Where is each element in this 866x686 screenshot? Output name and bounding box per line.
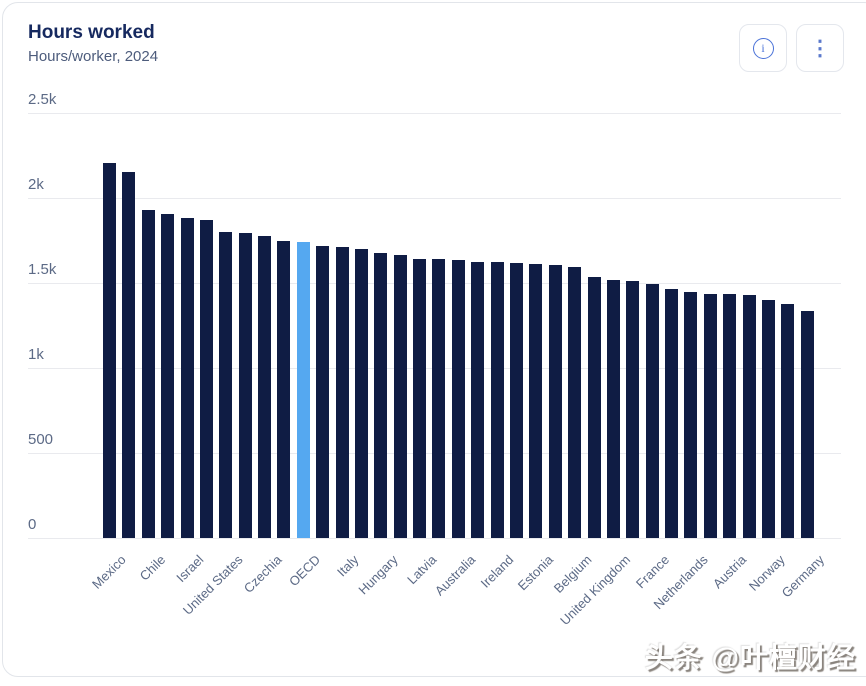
chart-subtitle: Hours/worker, 2024 xyxy=(28,48,159,65)
bar-35[interactable] xyxy=(781,303,795,538)
kebab-menu-icon: ⋮ xyxy=(809,36,831,60)
info-button[interactable]: i xyxy=(739,24,787,72)
bar-oecd[interactable] xyxy=(296,242,310,538)
x-label-italy: Italy xyxy=(334,552,362,580)
x-label-united-kingdom: United Kingdom xyxy=(556,552,633,629)
bar-5[interactable] xyxy=(199,220,213,538)
bar-mexico[interactable] xyxy=(103,162,116,538)
bar-3[interactable] xyxy=(161,213,175,538)
y-tick-label-1k: 1k xyxy=(28,346,44,363)
y-tick-label-1.5k: 1.5k xyxy=(28,261,57,278)
x-label-israel: Israel xyxy=(173,552,207,586)
info-icon: i xyxy=(752,37,774,59)
x-label-hungary: Hungary xyxy=(355,552,401,598)
bar-21[interactable] xyxy=(509,263,523,538)
gridline-0 xyxy=(28,538,841,539)
bar-united-states[interactable] xyxy=(219,232,233,538)
x-label-chile: Chile xyxy=(136,552,168,584)
gridline-2.5k xyxy=(28,113,841,114)
bar-france[interactable] xyxy=(645,283,659,538)
y-tick-label-2.5k: 2.5k xyxy=(28,91,57,108)
chart-title: Hours worked xyxy=(28,22,155,43)
bar-1[interactable] xyxy=(122,171,136,538)
x-label-austria: Austria xyxy=(710,552,750,592)
x-label-australia: Australia xyxy=(431,552,478,599)
bar-13[interactable] xyxy=(354,248,368,538)
x-label-czechia: Czechia xyxy=(240,552,285,596)
bar-czechia[interactable] xyxy=(258,236,272,538)
bar-estonia[interactable] xyxy=(529,264,543,538)
bar-7[interactable] xyxy=(238,233,252,538)
bar-ireland[interactable] xyxy=(490,262,504,538)
bar-29[interactable] xyxy=(665,288,679,538)
bar-italy[interactable] xyxy=(335,246,349,538)
bar-norway[interactable] xyxy=(761,300,775,538)
bar-17[interactable] xyxy=(432,259,446,538)
bar-germany[interactable] xyxy=(800,311,814,538)
bar-australia[interactable] xyxy=(451,260,465,538)
bar-11[interactable] xyxy=(316,245,330,538)
y-tick-label-0: 0 xyxy=(28,516,37,533)
bar-31[interactable] xyxy=(703,294,717,538)
bar-hungary[interactable] xyxy=(374,253,388,538)
bar-israel[interactable] xyxy=(180,218,194,538)
bar-19[interactable] xyxy=(471,261,485,538)
bar-netherlands[interactable] xyxy=(684,292,698,538)
y-tick-label-2k: 2k xyxy=(28,176,44,193)
x-label-oecd: OECD xyxy=(285,552,323,590)
bar-23[interactable] xyxy=(548,265,562,538)
y-tick-label-500: 500 xyxy=(28,431,54,448)
more-options-button[interactable]: ⋮ xyxy=(796,24,844,72)
x-label-mexico: Mexico xyxy=(89,552,130,592)
bar-united-kingdom[interactable] xyxy=(606,279,620,538)
bar-9[interactable] xyxy=(277,241,291,538)
bar-latvia[interactable] xyxy=(413,258,427,538)
bar-15[interactable] xyxy=(393,255,407,538)
watermark: 头条 @叶檀财经 xyxy=(644,642,856,673)
x-label-germany: Germany xyxy=(778,552,827,601)
x-label-ireland: Ireland xyxy=(478,552,517,591)
x-label-latvia: Latvia xyxy=(404,552,440,588)
bar-33[interactable] xyxy=(742,295,756,538)
bar-27[interactable] xyxy=(626,281,640,538)
bar-chile[interactable] xyxy=(141,210,155,538)
bar-belgium[interactable] xyxy=(568,267,582,538)
bar-austria[interactable] xyxy=(723,294,737,538)
x-label-estonia: Estonia xyxy=(514,552,556,594)
gridline-2k xyxy=(28,198,841,199)
bar-25[interactable] xyxy=(587,277,601,538)
